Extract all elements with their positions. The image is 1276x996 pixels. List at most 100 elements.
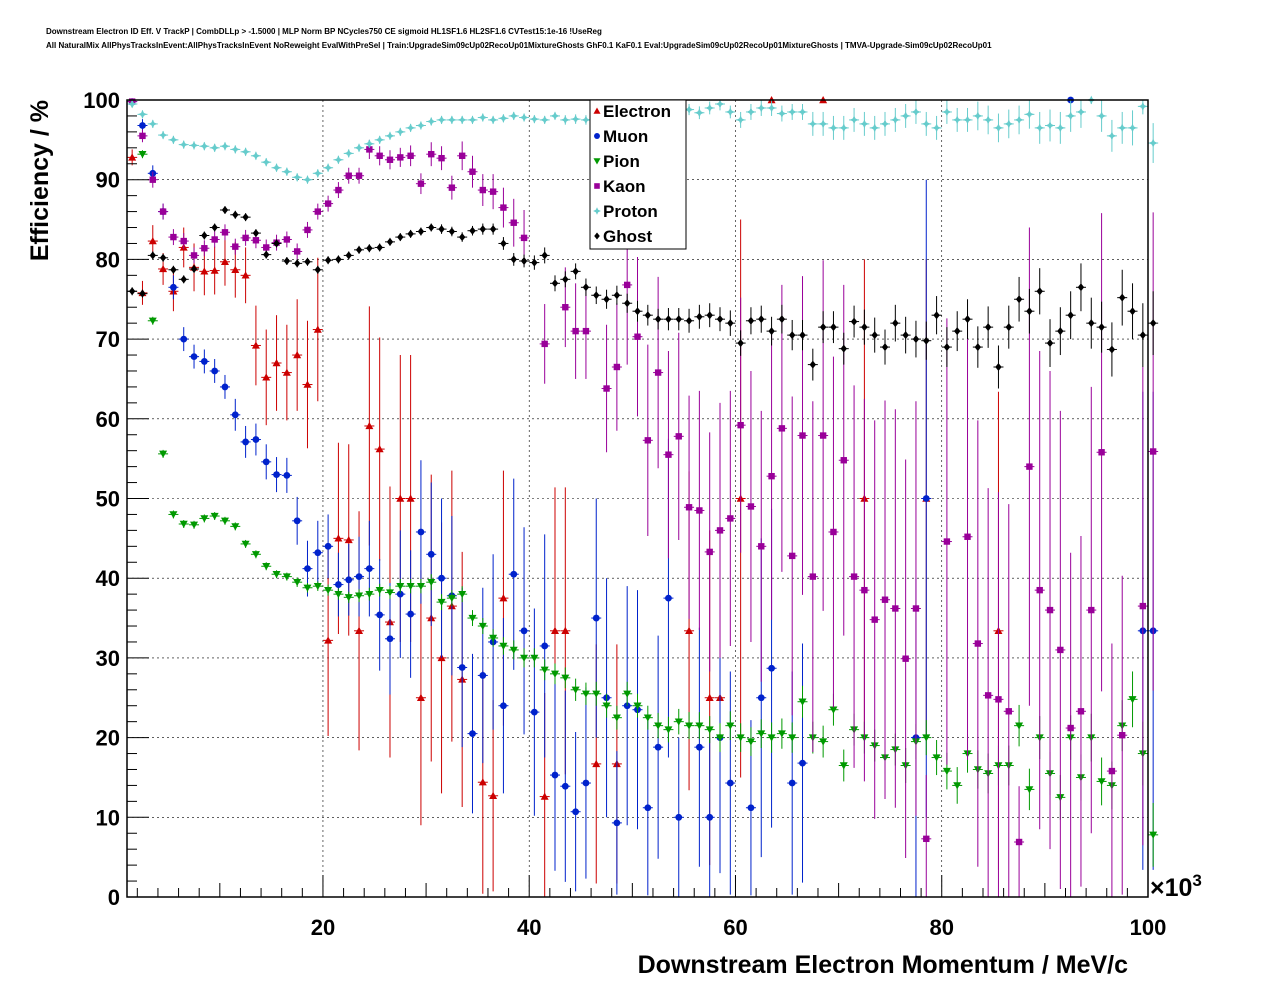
series-kaon — [127, 98, 1159, 897]
data-point — [324, 586, 333, 595]
data-point — [448, 184, 456, 191]
data-point — [1055, 123, 1065, 133]
data-point — [293, 248, 301, 255]
data-point — [530, 114, 539, 124]
y-tick-label: 80 — [96, 247, 120, 272]
data-point — [799, 759, 806, 767]
data-point — [148, 119, 158, 129]
data-point — [758, 315, 765, 324]
data-point — [304, 257, 311, 266]
data-point — [830, 528, 837, 536]
data-point — [995, 696, 1002, 703]
data-point — [592, 690, 601, 698]
data-point — [437, 115, 446, 125]
x-tick-label: 100 — [1130, 915, 1167, 940]
data-point — [1149, 319, 1157, 328]
data-point — [407, 152, 414, 159]
legend-label: Proton — [603, 202, 658, 221]
series-ghost — [127, 205, 1159, 389]
data-point — [426, 117, 436, 126]
data-point — [685, 722, 694, 730]
data-point — [829, 706, 838, 714]
data-point — [1004, 119, 1014, 129]
data-point — [365, 139, 374, 149]
data-point — [550, 670, 559, 678]
data-point — [881, 343, 889, 352]
data-point — [613, 363, 621, 371]
data-point — [768, 472, 775, 480]
data-point — [365, 590, 374, 599]
data-point — [303, 175, 312, 185]
data-point — [220, 141, 230, 151]
data-point — [1015, 838, 1023, 846]
data-point — [416, 121, 426, 130]
data-point — [943, 343, 951, 352]
data-point — [870, 123, 880, 133]
data-point — [159, 450, 168, 458]
data-point — [540, 666, 549, 674]
data-point — [613, 819, 621, 827]
data-point — [808, 119, 818, 129]
data-point — [757, 730, 766, 738]
data-point — [1139, 331, 1147, 340]
data-point — [1057, 646, 1064, 654]
data-point — [1014, 115, 1024, 125]
data-point — [313, 168, 323, 178]
data-point — [644, 437, 652, 444]
data-point — [386, 237, 394, 246]
data-point — [1057, 327, 1064, 336]
data-point — [509, 646, 518, 654]
data-point — [665, 451, 672, 458]
legend-item-kaon: Kaon — [594, 177, 646, 196]
data-point — [509, 111, 519, 121]
legend-marker — [594, 232, 600, 240]
data-point — [375, 135, 385, 145]
data-point — [478, 778, 487, 786]
data-point — [355, 592, 364, 600]
data-point — [159, 208, 167, 215]
data-point — [293, 259, 301, 268]
y-axis-title: Efficiency / % — [26, 100, 54, 261]
data-point — [189, 141, 199, 150]
data-point — [252, 229, 260, 238]
data-point — [148, 317, 157, 325]
data-point — [665, 315, 672, 324]
data-point — [169, 511, 178, 519]
data-point — [428, 223, 435, 232]
data-point — [427, 578, 436, 587]
legend-marker — [594, 133, 600, 139]
legend-item-pion: Pion — [593, 152, 640, 171]
data-point — [427, 550, 435, 558]
data-point — [232, 243, 239, 250]
data-point — [292, 172, 302, 182]
data-point — [984, 692, 992, 699]
data-point — [520, 256, 528, 265]
data-point — [201, 231, 208, 240]
data-point — [777, 109, 787, 118]
data-point — [221, 383, 229, 391]
data-point — [1108, 345, 1116, 354]
data-point — [737, 339, 744, 348]
data-point — [561, 674, 570, 682]
legend-item-electron: Electron — [593, 102, 671, 121]
data-point — [499, 642, 508, 650]
data-point — [241, 147, 250, 157]
data-point — [520, 234, 528, 242]
data-point — [376, 152, 383, 159]
data-point — [1005, 708, 1012, 715]
data-point — [1148, 138, 1158, 148]
data-point — [1026, 307, 1033, 316]
data-point — [706, 311, 713, 320]
data-point — [282, 167, 292, 177]
data-point — [581, 690, 590, 698]
data-point — [633, 702, 642, 710]
data-point — [334, 155, 343, 165]
data-point — [727, 515, 734, 522]
data-point — [406, 494, 415, 502]
data-point — [582, 327, 590, 335]
y-tick-label: 30 — [96, 646, 120, 671]
data-point — [230, 145, 240, 154]
data-point — [282, 573, 291, 581]
data-point — [201, 245, 208, 252]
